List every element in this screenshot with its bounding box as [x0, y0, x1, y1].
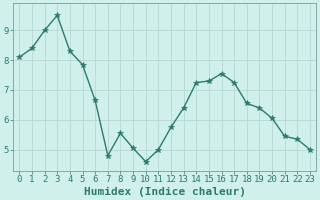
X-axis label: Humidex (Indice chaleur): Humidex (Indice chaleur)	[84, 186, 246, 197]
